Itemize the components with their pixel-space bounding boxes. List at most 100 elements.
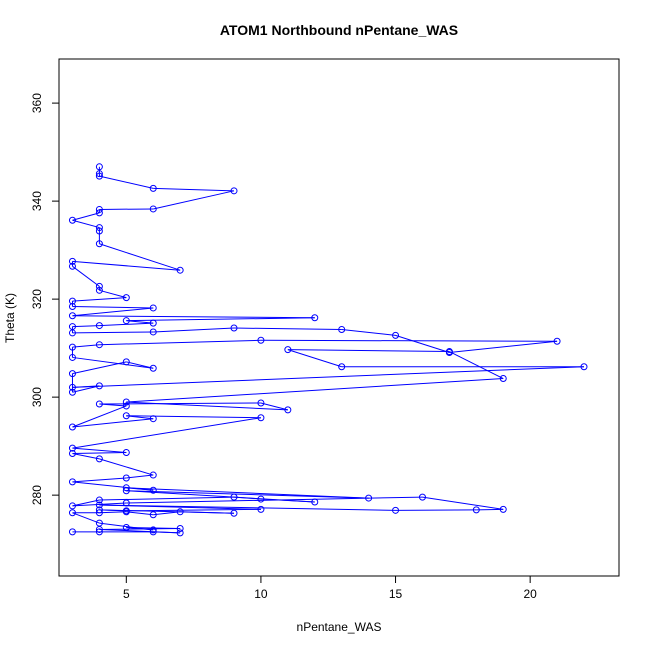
data-point — [68, 388, 76, 396]
series-segment — [126, 511, 154, 516]
series-points — [68, 163, 588, 537]
data-point — [95, 227, 103, 235]
series-segment — [72, 305, 154, 309]
data-point — [149, 526, 157, 534]
x-tick-label: 20 — [523, 587, 537, 601]
data-point — [230, 493, 238, 501]
series-segment — [72, 366, 585, 388]
data-point — [149, 184, 157, 192]
series-segment — [72, 452, 100, 460]
data-point — [149, 415, 157, 423]
series-segment — [72, 502, 127, 507]
data-point — [95, 509, 103, 517]
data-point — [95, 496, 103, 504]
series-segment — [72, 512, 100, 524]
data-point — [122, 499, 130, 507]
data-point — [68, 370, 76, 378]
series-segment — [287, 349, 450, 353]
data-point — [68, 383, 76, 391]
data-point — [68, 257, 76, 265]
data-point — [472, 506, 480, 514]
series-segment — [126, 490, 315, 503]
data-point — [311, 314, 319, 322]
data-point — [95, 205, 103, 213]
data-point — [68, 509, 76, 517]
data-point — [95, 455, 103, 463]
series-segment — [72, 297, 127, 302]
series-segment — [72, 265, 100, 287]
series-segment — [72, 325, 100, 328]
series-segment — [260, 402, 288, 411]
data-point — [68, 528, 76, 536]
series-segment — [99, 458, 154, 476]
series-segment — [153, 511, 181, 516]
series-segment — [99, 511, 127, 514]
data-point — [95, 322, 103, 330]
data-point — [338, 326, 346, 334]
series-segment — [99, 509, 127, 512]
series-segment — [72, 260, 181, 271]
data-point — [499, 505, 507, 513]
series-segment — [422, 496, 504, 510]
data-point — [311, 498, 319, 506]
series-segment — [72, 315, 315, 319]
data-point — [95, 172, 103, 180]
series-segment — [287, 349, 342, 368]
data-point — [68, 502, 76, 510]
data-point — [122, 317, 130, 325]
data-point — [580, 363, 588, 371]
data-point — [95, 382, 103, 390]
data-point — [68, 312, 76, 320]
plot-frame — [58, 58, 620, 577]
data-point — [95, 341, 103, 349]
data-point — [122, 487, 130, 495]
chart-title: ATOM1 Northbound nPentane_WAS — [220, 22, 458, 38]
series-segment — [153, 187, 235, 192]
data-point — [95, 163, 103, 171]
data-point — [176, 266, 184, 274]
data-point — [149, 486, 157, 494]
series-segment — [99, 339, 261, 346]
series-segment — [260, 339, 558, 342]
data-point — [230, 187, 238, 195]
data-point — [257, 495, 265, 503]
series-segment — [72, 307, 154, 317]
data-point — [230, 324, 238, 332]
x-tick-label: 5 — [123, 587, 130, 601]
data-point — [418, 493, 426, 501]
series-segment — [126, 415, 261, 419]
series-segment — [99, 322, 154, 327]
data-point — [95, 240, 103, 248]
series-segment — [99, 528, 181, 534]
data-point — [122, 358, 130, 366]
data-point — [68, 262, 76, 270]
series-segment — [126, 415, 154, 420]
data-point — [95, 501, 103, 509]
data-point — [122, 398, 130, 406]
data-point — [284, 406, 292, 414]
data-point — [149, 205, 157, 213]
series-segment — [72, 356, 154, 369]
data-point — [365, 494, 373, 502]
data-point — [149, 511, 157, 519]
data-point — [95, 170, 103, 178]
data-point — [230, 509, 238, 517]
series-segment — [72, 481, 154, 491]
series-segment — [72, 344, 100, 348]
data-point — [149, 471, 157, 479]
y-tick-label: 320 — [30, 289, 44, 309]
data-point — [176, 508, 184, 516]
data-point — [122, 507, 130, 515]
data-point — [149, 328, 157, 336]
data-point — [257, 399, 265, 407]
data-point — [149, 364, 157, 372]
x-tick-label: 10 — [254, 587, 268, 601]
data-point — [392, 331, 400, 339]
series-segment — [72, 385, 100, 393]
data-point — [445, 349, 453, 357]
data-point — [122, 474, 130, 482]
data-point — [149, 304, 157, 312]
series-segment — [72, 452, 127, 454]
y-tick-label: 280 — [30, 485, 44, 505]
